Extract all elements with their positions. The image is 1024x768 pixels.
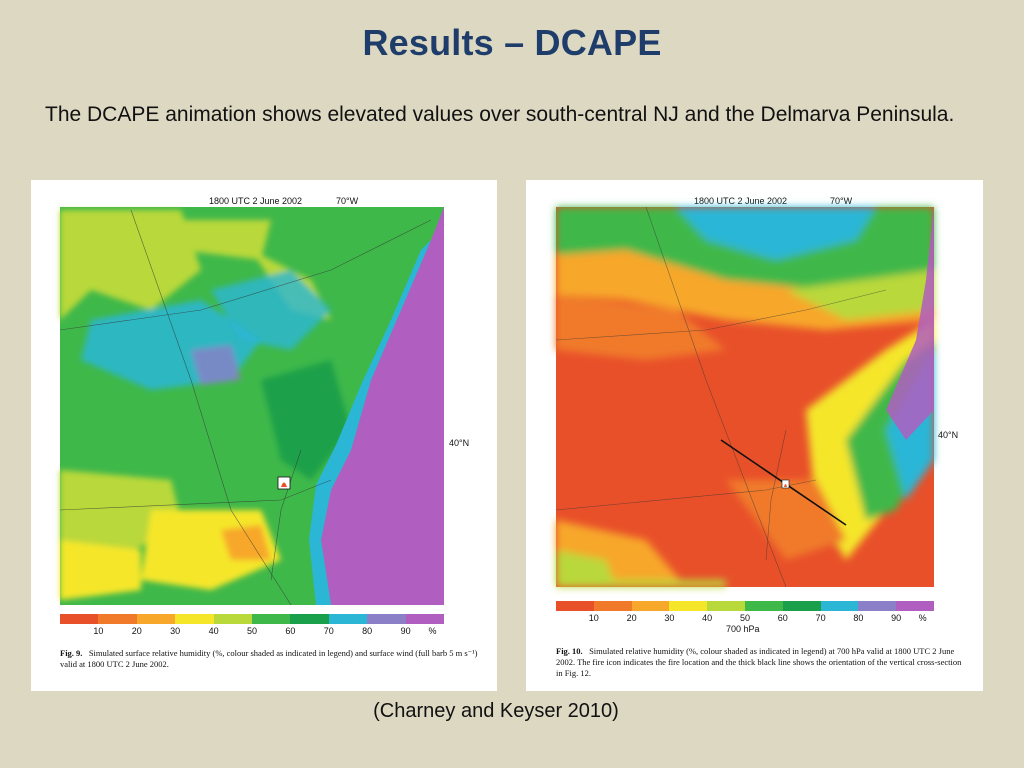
- legend-swatch: [136, 614, 176, 624]
- figure-9-colour-legend: [60, 614, 445, 624]
- figure-9-panel: 1800 UTC 2 June 2002 70°W: [31, 180, 497, 691]
- legend-swatch: [405, 614, 445, 624]
- map-10-orange-s: [726, 480, 846, 560]
- slide-credit: (Charney and Keyser 2010): [373, 700, 619, 722]
- legend-swatch: [98, 614, 137, 624]
- map-9-orange-s: [221, 525, 271, 560]
- figure-10-colour-legend: [556, 601, 934, 611]
- figure-9-caption-text: Simulated surface relative humidity (%, …: [60, 648, 478, 669]
- legend-tick-label: 80: [362, 626, 373, 636]
- slide-title: Results – DCAPE: [362, 22, 662, 63]
- legend-swatch: [896, 601, 934, 611]
- legend-tick-label: 80: [853, 613, 864, 623]
- figure-10-latitude-label: 40°N: [938, 430, 959, 440]
- slide-credit-row: (Charney and Keyser 2010): [0, 700, 1024, 723]
- legend-tick-label: 90: [400, 626, 411, 636]
- figure-9-caption-label: Fig. 9.: [60, 648, 83, 658]
- legend-tick-label: %: [918, 613, 927, 623]
- map-9-lavender-patch: [191, 345, 241, 385]
- legend-tick-label: %: [428, 626, 437, 636]
- map-10-yellowgreen-sw: [556, 550, 616, 587]
- map-10-purple-ne: [886, 207, 934, 440]
- legend-swatch: [328, 614, 368, 624]
- map-9-yellow-sw: [60, 540, 141, 600]
- legend-tick-label: 20: [131, 626, 142, 636]
- map-9-borders: [59, 209, 432, 606]
- figure-10-caption-label: Fig. 10.: [556, 646, 583, 656]
- map-10-borders: [555, 206, 887, 588]
- legend-swatch: [707, 601, 745, 611]
- legend-swatch: [593, 601, 632, 611]
- slide-body-text: The DCAPE animation shows elevated value…: [45, 103, 955, 126]
- map-9-darkgreen: [261, 360, 351, 480]
- figure-9-humidity-map: [59, 207, 444, 606]
- map-10-yellowgreen-ne: [786, 270, 934, 320]
- figure-10-panel: 1800 UTC 2 June 2002 70°W: [526, 180, 983, 691]
- legend-tick-label: 10: [93, 626, 104, 636]
- figure-10-time-label: 1800 UTC 2 June 2002: [694, 196, 788, 206]
- legend-swatch: [782, 601, 821, 611]
- legend-swatch: [631, 601, 670, 611]
- legend-swatch: [252, 614, 291, 624]
- figure-10-legend-ticks: 10 20 30 40 50 60 70 80 90%: [556, 613, 934, 625]
- map-10-bottom-strip: [556, 580, 726, 587]
- legend-tick-label: 10: [588, 613, 599, 623]
- legend-swatch: [744, 601, 783, 611]
- legend-tick-label: 30: [170, 626, 181, 636]
- figure-9-legend-ticks: 10 20 30 40 50 60 70 80 90%: [60, 626, 444, 638]
- legend-tick-label: 40: [702, 613, 713, 623]
- map-9-purple-ocean: [321, 207, 444, 605]
- legend-tick-label: 60: [777, 613, 788, 623]
- legend-tick-label: 70: [323, 626, 334, 636]
- legend-swatch: [175, 614, 214, 624]
- legend-tick-label: 70: [815, 613, 826, 623]
- legend-swatch: [60, 614, 99, 624]
- legend-tick-label: 90: [891, 613, 902, 623]
- map-9-blue-coast: [309, 240, 431, 605]
- legend-swatch: [820, 601, 859, 611]
- legend-tick-label: 50: [739, 613, 751, 623]
- legend-tick-label: 50: [246, 626, 258, 636]
- figure-9-caption: Fig. 9. Simulated surface relative humid…: [60, 648, 480, 670]
- map-10-blue-n: [676, 207, 876, 260]
- figure-9-time-label: 1800 UTC 2 June 2002: [209, 196, 303, 206]
- legend-tick-label: 60: [285, 626, 296, 636]
- figure-10-longitude-label: 70°W: [830, 196, 853, 206]
- figure-10-legend-unit: 700 hPa: [726, 624, 760, 634]
- figure-9-latitude-label: 40°N: [449, 438, 470, 448]
- legend-swatch: [367, 614, 406, 624]
- legend-swatch: [290, 614, 329, 624]
- figure-10-caption-text: Simulated relative humidity (%, colour s…: [556, 646, 962, 678]
- legend-tick-label: 40: [208, 626, 219, 636]
- map-9-blue-ne: [211, 270, 331, 350]
- map-10-orange-w: [556, 295, 726, 360]
- figure-10-humidity-map: [555, 206, 934, 588]
- map-9-yellowgreen-n: [141, 220, 271, 260]
- figure-10-caption: Fig. 10. Simulated relative humidity (%,…: [556, 646, 966, 679]
- legend-swatch: [669, 601, 708, 611]
- map-10-fire-icon: [781, 479, 790, 489]
- legend-swatch: [556, 601, 594, 611]
- legend-swatch: [213, 614, 253, 624]
- legend-tick-label: 30: [664, 613, 675, 623]
- figure-9-longitude-label: 70°W: [336, 196, 359, 206]
- legend-tick-label: 20: [626, 613, 637, 623]
- map-9-fire-icon: [277, 476, 291, 490]
- legend-swatch: [858, 601, 897, 611]
